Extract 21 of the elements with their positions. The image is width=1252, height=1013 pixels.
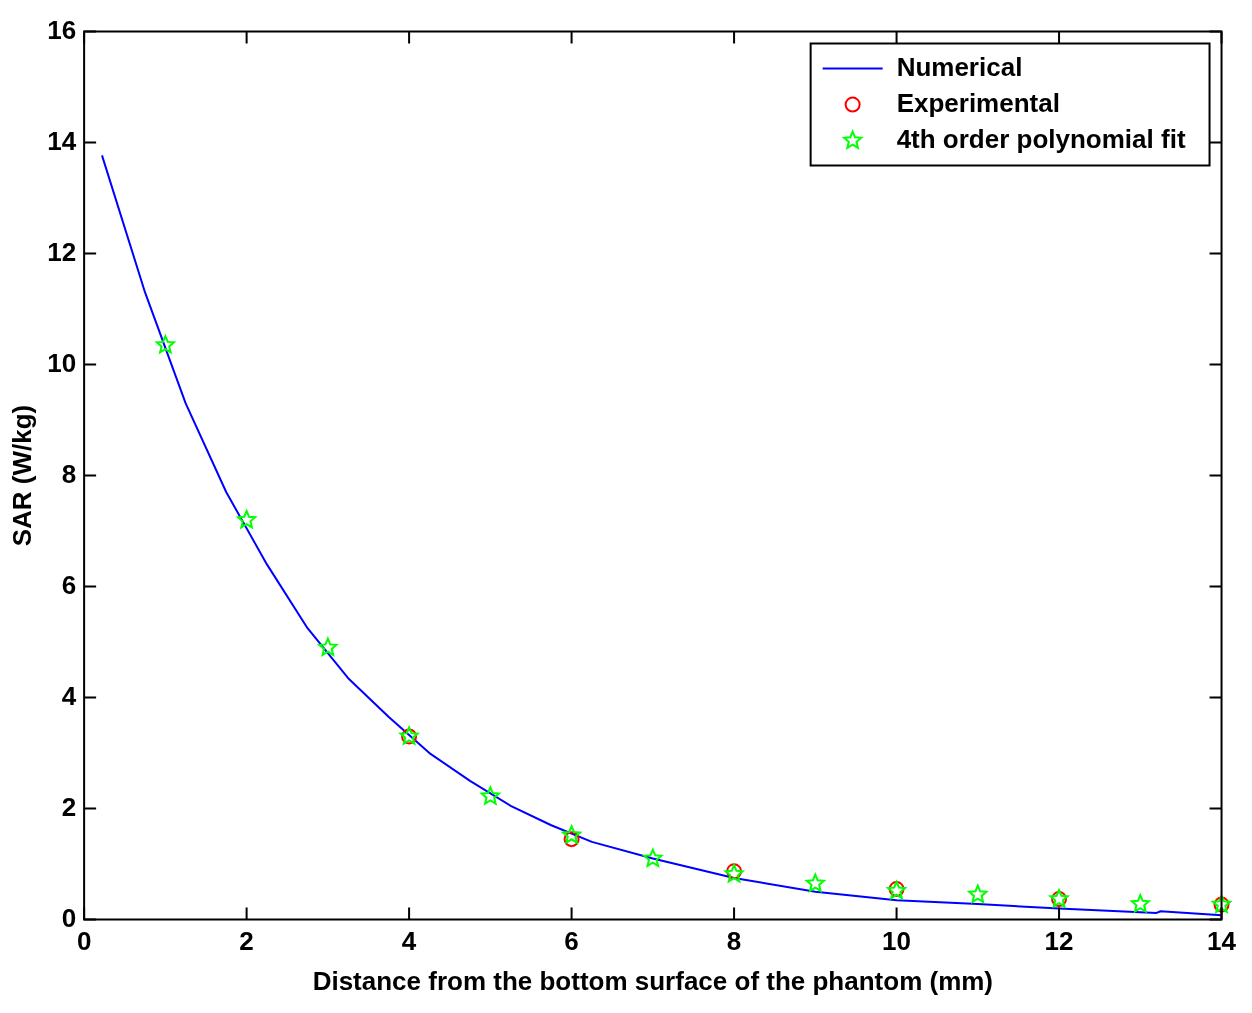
x-tick-label: 14	[1207, 926, 1237, 957]
x-tick-label: 4	[401, 926, 417, 957]
y-tick-label: 2	[61, 791, 77, 822]
y-tick-label: 0	[61, 902, 77, 933]
y-tick-label: 6	[61, 569, 77, 600]
x-tick-label: 6	[564, 926, 579, 957]
legend-label: 4th order polynomial fit	[896, 123, 1186, 154]
y-axis-title: SAR (W/kg)	[6, 404, 37, 547]
x-tick-label: 8	[726, 926, 742, 957]
legend-label: Numerical	[896, 51, 1023, 82]
x-tick-label: 12	[1044, 926, 1074, 957]
x-tick-label: 2	[239, 926, 254, 957]
y-tick-label: 16	[47, 14, 77, 45]
y-tick-label: 12	[47, 236, 77, 267]
y-tick-label: 4	[61, 680, 77, 711]
x-tick-label: 10	[882, 926, 912, 957]
y-tick-label: 10	[47, 347, 77, 378]
legend-label: Experimental	[896, 87, 1060, 118]
y-tick-label: 8	[61, 458, 77, 489]
x-axis-title: Distance from the bottom surface of the phantom (mm)	[312, 965, 994, 996]
y-tick-label: 14	[47, 125, 77, 156]
